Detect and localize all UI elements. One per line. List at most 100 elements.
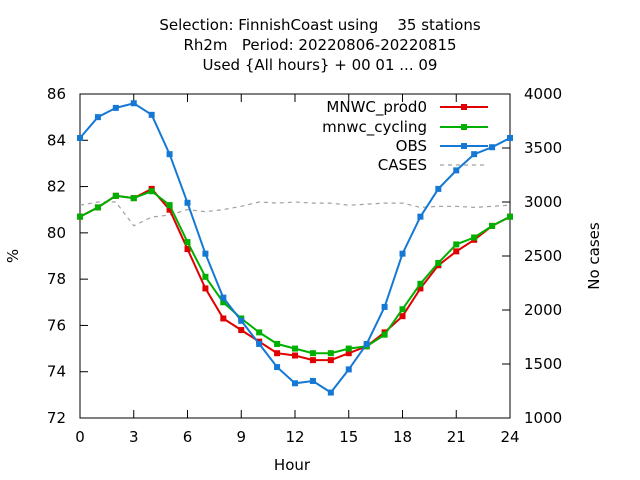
mnwc-cycling-point [453,241,460,248]
mnwc-cycling-point [148,188,155,195]
mnwc-cycling-point [77,213,83,220]
obs-point [327,389,334,396]
mnwc-cycling-point [184,239,191,246]
obs-point [202,250,209,257]
x-tick-label: 24 [500,428,519,446]
chart-title-line-2: Rh2m Period: 20220806-20220815 [183,36,457,54]
legend-label-mnwc-prod0: MNWC_prod0 [326,98,427,117]
legend-label-obs: OBS [396,137,427,155]
mnwc-prod0-point [202,285,209,292]
obs-point [399,250,406,257]
x-tick-label: 12 [285,428,304,446]
mnwc-cycling-point [292,345,298,352]
obs-point [130,100,137,107]
x-tick-label: 9 [236,428,246,446]
y2-tick-label: 2000 [524,301,562,319]
cases-line [79,201,511,227]
mnwc-prod0-point [399,313,406,320]
mnwc-cycling-point [220,299,227,306]
y-tick-label: 82 [47,178,66,196]
obs-point [238,317,245,324]
obs-point [471,151,478,158]
obs-point [489,144,496,151]
obs-point [166,151,173,158]
mnwc-prod0-point [292,352,298,359]
y2-tick-label: 3500 [524,139,562,157]
y-tick-label: 74 [47,363,66,381]
obs-point [184,199,191,206]
obs-point [363,340,370,347]
obs-point [453,167,460,174]
mnwc-prod0-point [327,357,334,364]
x-tick-label: 21 [447,428,466,446]
y2-axis-label: No cases [585,222,603,290]
mnwc-cycling-point [112,192,119,199]
mnwc-prod0-point [184,246,191,253]
mnwc-cycling-line [79,190,511,355]
x-axis-label: Hour [274,456,311,474]
mnwc-cycling-point [399,306,406,313]
y-axis-label: % [4,249,22,263]
obs-point [112,104,119,111]
y-tick-label: 84 [47,131,66,149]
x-tick-label: 0 [75,428,85,446]
obs-point [507,134,513,141]
y-tick-label: 86 [47,85,66,103]
y-tick-label: 80 [47,224,66,242]
y2-tick-label: 1000 [524,409,562,427]
y2-tick-label: 3000 [524,193,562,211]
obs-point [345,366,352,373]
mnwc-prod0-point [345,350,352,357]
mnwc-prod0-point [274,350,281,357]
mnwc-cycling-point [94,204,101,211]
mnwc-cycling-point [381,331,388,338]
mnwc-cycling-point [202,273,209,280]
x-tick-label: 6 [183,428,193,446]
mnwc-cycling-point [417,280,424,287]
y-tick-label: 72 [47,409,66,427]
mnwc-prod0-point [238,327,245,334]
y-tick-label: 76 [47,316,66,334]
mnwc-prod0-point [417,285,424,292]
legend-marker-mnwc-cycling [461,124,467,130]
legend-marker-mnwc-prod0 [461,104,467,110]
mnwc-cycling-point [345,345,352,352]
obs-point [292,380,298,387]
obs-point [220,294,227,301]
chart-title-line-1: Selection: FinnishCoast using 35 station… [159,16,481,34]
y2-tick-label: 1500 [524,355,562,373]
y2-tick-label: 4000 [524,85,562,103]
y2-tick-label: 2500 [524,247,562,265]
mnwc-prod0-point [453,248,460,255]
mnwc-cycling-point [507,213,513,220]
mnwc-prod0-point [309,357,316,364]
mnwc-cycling-point [327,350,334,357]
mnwc-cycling-point [309,350,316,357]
chart-title-line-3: Used {All hours} + 00 01 ... 09 [202,56,438,74]
obs-point [435,185,442,192]
mnwc-cycling-point [130,195,137,202]
legend-label-mnwc-cycling: mnwc_cycling [322,118,427,137]
mnwc-prod0-point [220,315,227,322]
x-tick-label: 3 [129,428,139,446]
axes: 0 3 6 9 12 15 18 21 24 72 74 76 78 80 82 84 86 1000 1500 20… [47,85,562,446]
x-tick-label: 15 [339,428,358,446]
obs-point [381,303,388,310]
mnwc-cycling-point [489,222,496,229]
mnwc-prod0-line [79,187,511,362]
obs-point [77,134,83,141]
mnwc-cycling-point [256,329,263,336]
y-tick-label: 78 [47,270,66,288]
mnwc-cycling-point [435,259,442,266]
mnwc-cycling-point [166,202,173,209]
legend-marker-obs [461,143,467,149]
obs-point [309,377,316,384]
mnwc-cycling-point [274,340,281,347]
obs-point [94,114,101,121]
series-group [77,100,513,396]
obs-point [417,213,424,220]
mnwc-prod0-point [166,206,173,213]
obs-point [274,364,281,371]
